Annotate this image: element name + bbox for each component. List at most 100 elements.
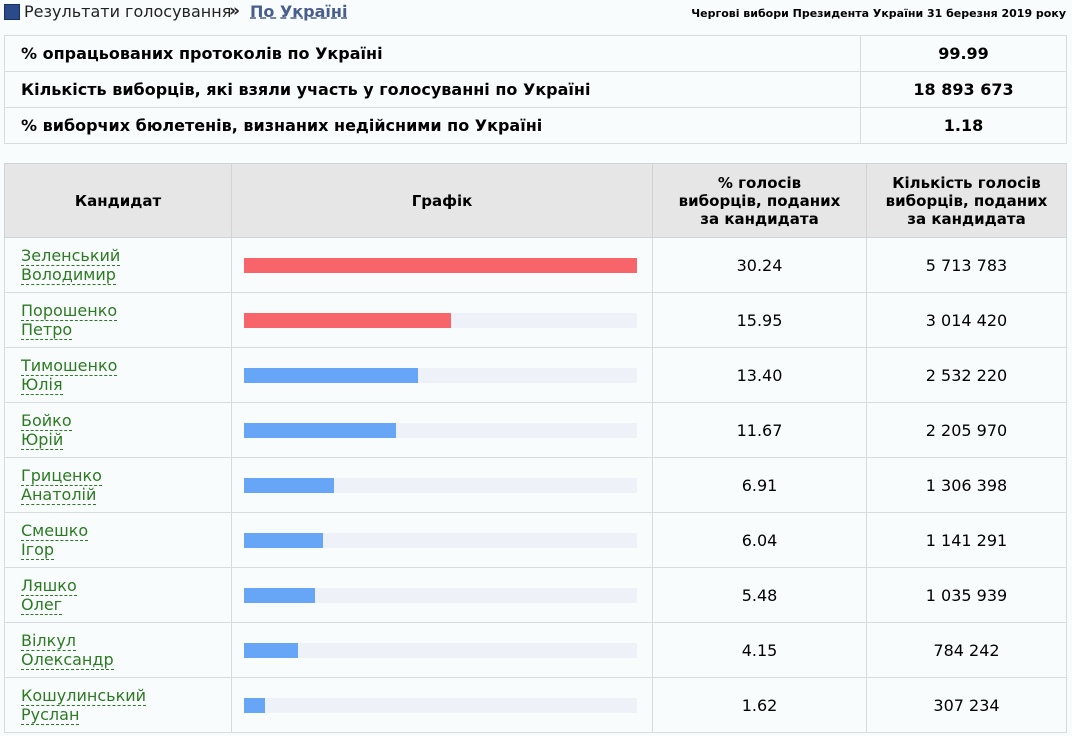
vote-bar-track (244, 312, 637, 328)
table-row: Порошенко Петро 15.95 3 014 420 (4, 292, 1067, 348)
votes-cell: 2 532 220 (866, 347, 1067, 403)
candidate-cell: Вілкул Олександр (4, 622, 232, 678)
candidate-given-name: Руслан (21, 705, 80, 724)
summary-table: % опрацьованих протоколів по Україні 99.… (4, 35, 1067, 144)
candidate-given-name: Володимир (21, 265, 116, 284)
summary-label: % опрацьованих протоколів по Україні (4, 35, 861, 72)
table-row: Гриценко Анатолій 6.91 1 306 398 (4, 457, 1067, 513)
candidate-column-header: Кандидат (4, 163, 232, 238)
candidate-name-link[interactable]: Порошенко Петро (21, 301, 118, 340)
candidate-cell: Гриценко Анатолій (4, 457, 232, 513)
votes-cell: 307 234 (866, 677, 1067, 733)
vote-bar-track (244, 257, 637, 273)
results-icon (4, 4, 20, 20)
candidate-surname: Зеленський (21, 246, 121, 265)
summary-value: 18 893 673 (860, 71, 1067, 108)
vote-bar-track (244, 587, 637, 603)
candidate-cell: Кошулинський Руслан (4, 677, 232, 733)
candidate-surname: Бойко (21, 411, 72, 430)
candidate-given-name: Петро (21, 320, 73, 339)
votes-cell: 1 035 939 (866, 567, 1067, 623)
vote-bar-track (244, 477, 637, 493)
candidate-surname: Порошенко (21, 301, 118, 320)
vote-bar (244, 642, 298, 658)
percent-column-header: % голосів виборців, поданих за кандидата (652, 163, 867, 238)
vote-bar (244, 532, 323, 548)
candidate-given-name: Анатолій (21, 485, 97, 504)
percent-cell: 11.67 (652, 402, 867, 458)
candidate-name-link[interactable]: Бойко Юрій (21, 411, 72, 450)
summary-row: % виборчих бюлетенів, визнаних недійсним… (4, 107, 1067, 144)
summary-row: % опрацьованих протоколів по Україні 99.… (4, 35, 1067, 72)
percent-cell: 5.48 (652, 567, 867, 623)
vote-bar (244, 477, 334, 493)
vote-bar-track (244, 642, 637, 658)
breadcrumb-current-link[interactable]: По Україні (250, 2, 348, 21)
percent-header-line: за кандидата (700, 209, 819, 228)
votes-cell: 784 242 (866, 622, 1067, 678)
percent-cell: 6.04 (652, 512, 867, 568)
table-row: Вілкул Олександр 4.15 784 242 (4, 622, 1067, 678)
vote-bar (244, 697, 265, 713)
candidate-name-link[interactable]: Кошулинський Руслан (21, 686, 147, 725)
vote-bar-track (244, 367, 637, 383)
chart-cell (231, 237, 653, 293)
table-row: Ляшко Олег 5.48 1 035 939 (4, 567, 1067, 623)
votes-cell: 2 205 970 (866, 402, 1067, 458)
summary-value: 99.99 (860, 35, 1067, 72)
percent-header-line: виборців, поданих (678, 191, 841, 210)
chart-column-header: Графік (231, 163, 653, 238)
votes-header-line: Кількість голосів (892, 173, 1041, 192)
candidate-cell: Бойко Юрій (4, 402, 232, 458)
candidate-name-link[interactable]: Вілкул Олександр (21, 631, 114, 670)
chart-cell (231, 622, 653, 678)
percent-header-line: % голосів (717, 173, 802, 192)
chart-cell (231, 457, 653, 513)
table-row: Зеленський Володимир 30.24 5 713 783 (4, 237, 1067, 293)
table-row: Тимошенко Юлія 13.40 2 532 220 (4, 347, 1067, 403)
percent-cell: 1.62 (652, 677, 867, 733)
candidate-given-name: Юлія (21, 375, 63, 394)
summary-value: 1.18 (860, 107, 1067, 144)
candidate-cell: Тимошенко Юлія (4, 347, 232, 403)
percent-cell: 4.15 (652, 622, 867, 678)
vote-bar (244, 367, 418, 383)
votes-cell: 5 713 783 (866, 237, 1067, 293)
candidate-given-name: Юрій (21, 430, 64, 449)
candidate-surname: Ляшко (21, 576, 77, 595)
candidate-cell: Зеленський Володимир (4, 237, 232, 293)
percent-cell: 30.24 (652, 237, 867, 293)
candidate-name-link[interactable]: Зеленський Володимир (21, 246, 121, 285)
votes-cell: 3 014 420 (866, 292, 1067, 348)
results-body: Зеленський Володимир 30.24 5 713 783 Порошен… (4, 237, 1067, 733)
votes-header-line: виборців, поданих (885, 191, 1048, 210)
summary-label: % виборчих бюлетенів, визнаних недійсним… (4, 107, 861, 144)
chart-cell (231, 677, 653, 733)
candidate-surname: Вілкул (21, 631, 77, 650)
candidate-name-link[interactable]: Тимошенко Юлія (21, 356, 118, 395)
breadcrumb-separator-icon: » (229, 1, 240, 21)
votes-column-header: Кількість голосів виборців, поданих за к… (866, 163, 1067, 238)
votes-cell: 1 141 291 (866, 512, 1067, 568)
candidate-name-link[interactable]: Ляшко Олег (21, 576, 77, 615)
percent-cell: 15.95 (652, 292, 867, 348)
vote-bar (244, 257, 637, 273)
chart-cell (231, 402, 653, 458)
results-table: Кандидат Графік % голосів виборців, пода… (4, 163, 1067, 733)
table-row: Смешко Ігор 6.04 1 141 291 (4, 512, 1067, 568)
election-title: Чергові вибори Президента України 31 бер… (691, 7, 1066, 20)
summary-label: Кількість виборців, які взяли участь у г… (4, 71, 861, 108)
candidate-cell: Смешко Ігор (4, 512, 232, 568)
percent-cell: 6.91 (652, 457, 867, 513)
chart-cell (231, 292, 653, 348)
candidate-surname: Смешко (21, 521, 89, 540)
vote-bar-track (244, 532, 637, 548)
candidate-surname: Гриценко (21, 466, 102, 485)
chart-cell (231, 512, 653, 568)
votes-cell: 1 306 398 (866, 457, 1067, 513)
candidate-cell: Порошенко Петро (4, 292, 232, 348)
candidate-surname: Кошулинський (21, 686, 147, 705)
votes-header-line: за кандидата (907, 209, 1026, 228)
candidate-name-link[interactable]: Гриценко Анатолій (21, 466, 102, 505)
candidate-name-link[interactable]: Смешко Ігор (21, 521, 89, 560)
